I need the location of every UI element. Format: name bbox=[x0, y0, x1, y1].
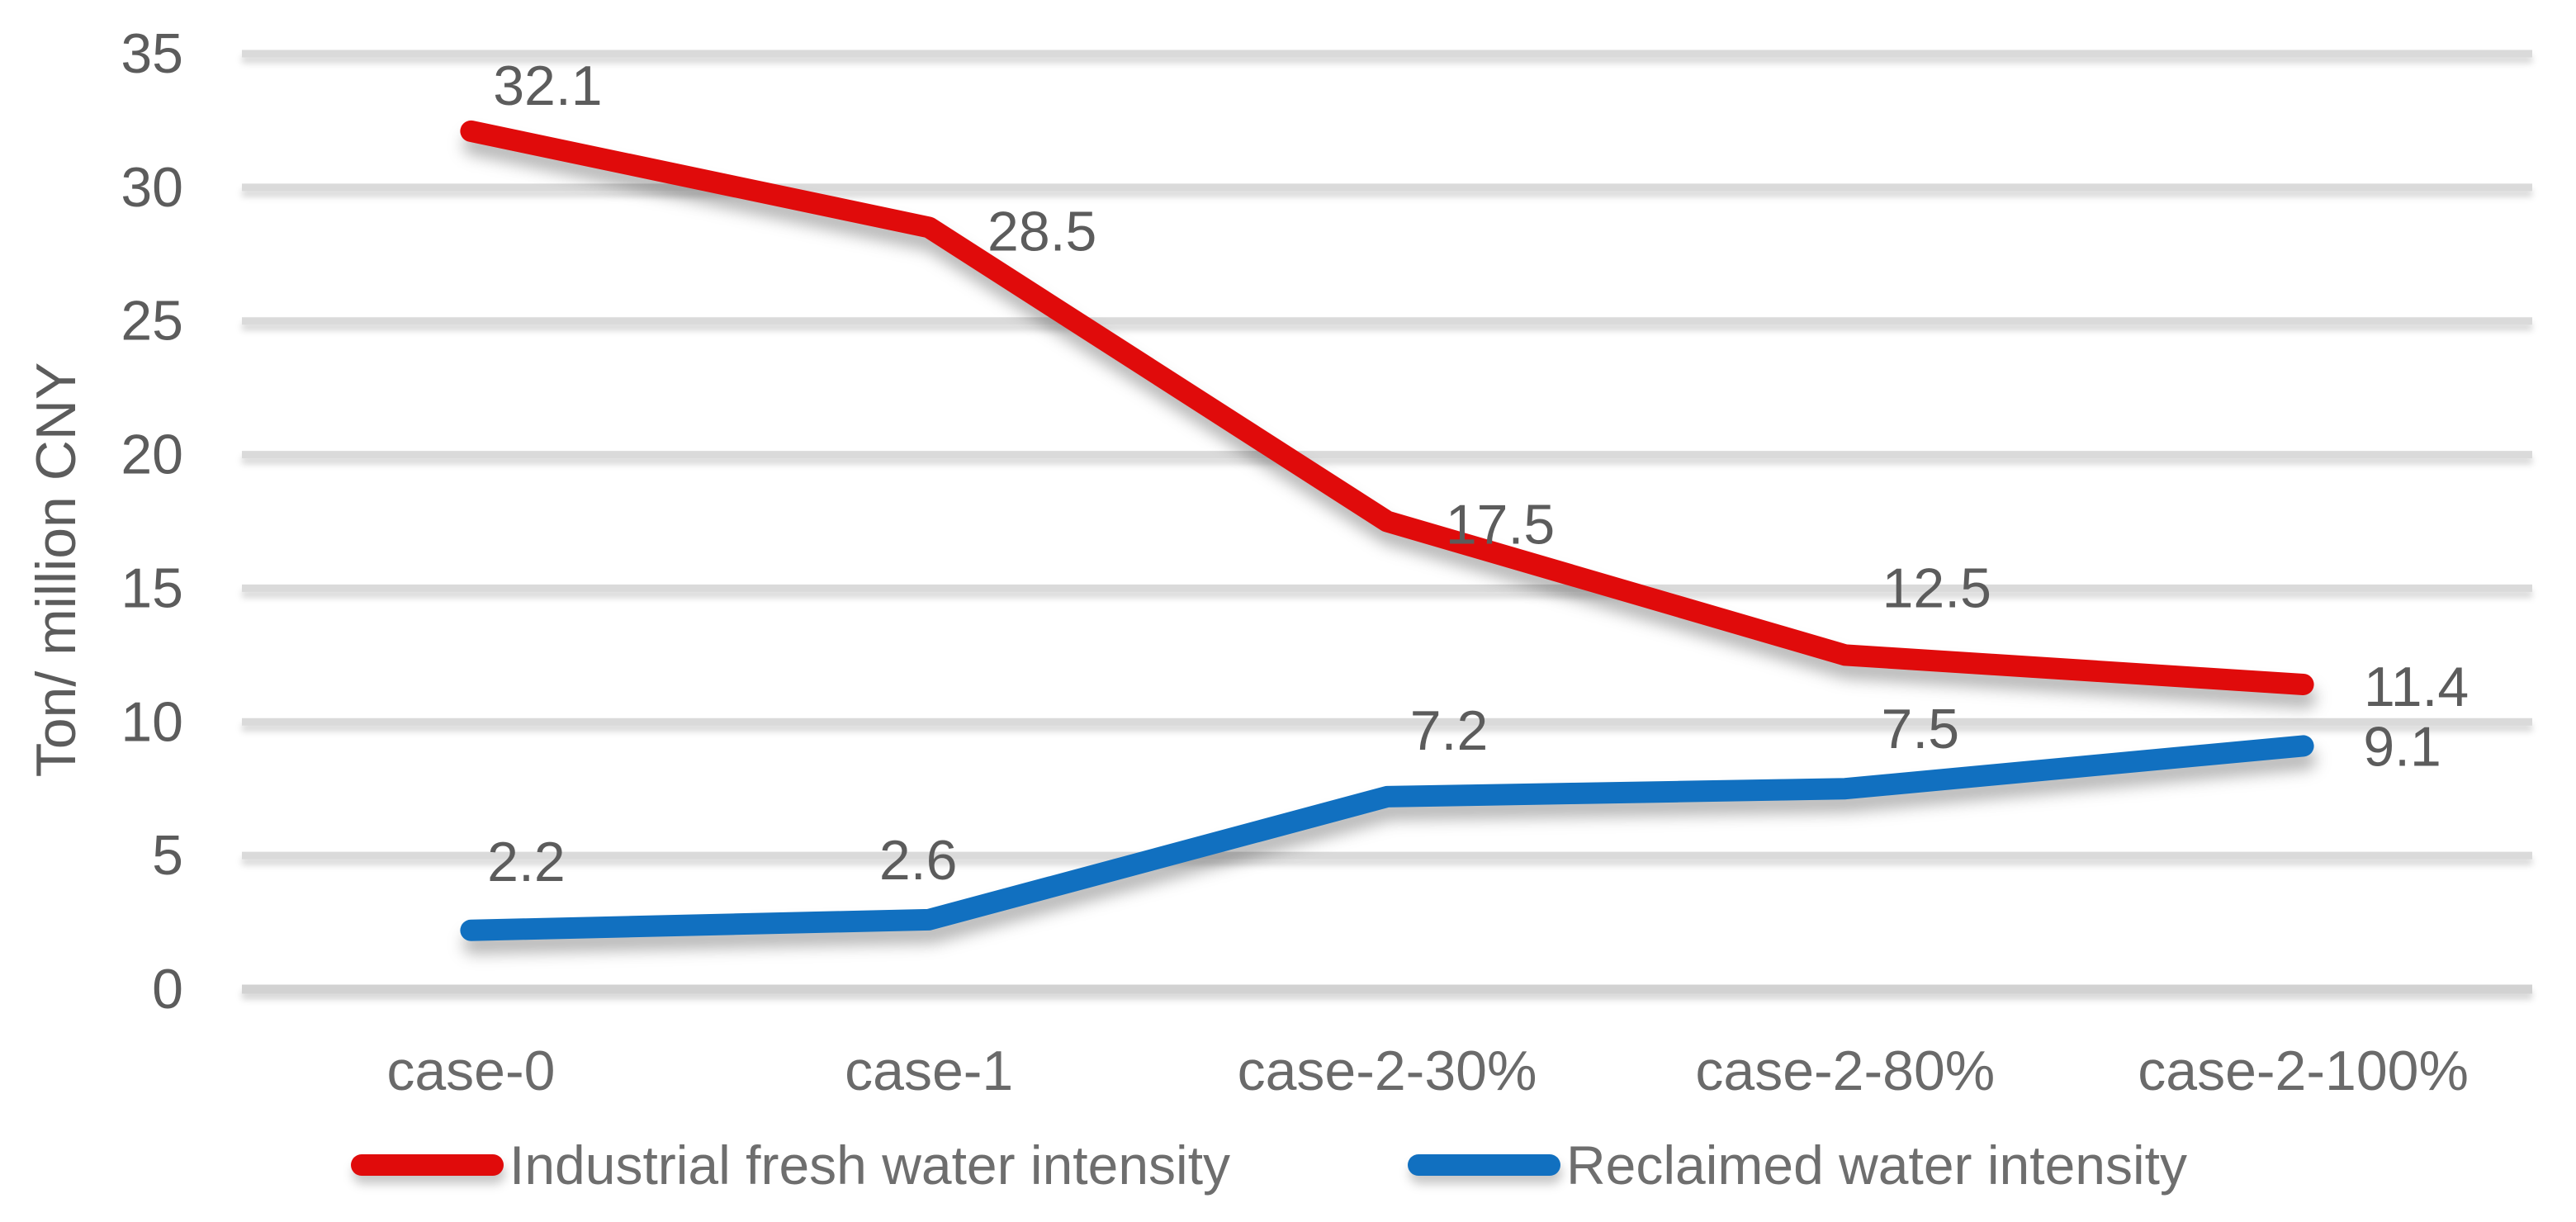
y-tick-label: 35 bbox=[121, 22, 183, 85]
x-category-label: case-2-100% bbox=[2138, 1040, 2469, 1102]
x-axis-category-labels: case-0 case-1 case-2-30% case-2-80% case-2-1… bbox=[386, 1040, 2469, 1102]
data-label: 9.1 bbox=[2363, 715, 2441, 778]
data-label: 17.5 bbox=[1446, 494, 1555, 557]
x-category-label: case-2-30% bbox=[1238, 1040, 1537, 1102]
x-category-label: case-0 bbox=[386, 1040, 555, 1102]
legend-item-reclaimed-water: Reclaimed water intensity bbox=[1408, 1134, 2187, 1196]
data-labels-industrial-fresh-water: 32.1 28.5 17.5 12.5 11.4 bbox=[493, 54, 2469, 718]
data-label: 2.6 bbox=[879, 829, 958, 892]
legend-label: Industrial fresh water intensity bbox=[509, 1134, 1230, 1196]
legend: Industrial fresh water intensity Reclaime… bbox=[351, 1134, 2187, 1196]
gridlines-group bbox=[242, 50, 2532, 994]
legend-label: Reclaimed water intensity bbox=[1566, 1134, 2187, 1196]
data-label: 11.4 bbox=[2364, 656, 2469, 718]
data-labels-reclaimed-water: 2.2 2.6 7.2 7.5 9.1 bbox=[487, 698, 2441, 893]
y-tick-label: 15 bbox=[121, 557, 183, 619]
series-line-reclaimed-water bbox=[460, 735, 2314, 941]
x-category-label: case-2-80% bbox=[1695, 1040, 1995, 1102]
x-category-label: case-1 bbox=[845, 1040, 1013, 1102]
y-axis-tick-labels: 0 5 10 15 20 25 30 35 bbox=[121, 22, 183, 1021]
data-label: 32.1 bbox=[493, 54, 602, 117]
y-tick-label: 25 bbox=[121, 290, 183, 353]
data-label: 28.5 bbox=[987, 200, 1096, 263]
data-label: 7.5 bbox=[1882, 698, 1960, 760]
series-line-industrial-fresh-water bbox=[460, 120, 2314, 695]
y-tick-label: 20 bbox=[121, 424, 183, 486]
y-tick-label: 30 bbox=[121, 156, 183, 219]
data-label: 7.2 bbox=[1410, 699, 1489, 762]
data-label: 2.2 bbox=[487, 831, 566, 893]
y-tick-label: 10 bbox=[121, 690, 183, 753]
y-tick-label: 5 bbox=[152, 824, 183, 887]
legend-item-industrial-fresh-water: Industrial fresh water intensity bbox=[351, 1134, 1230, 1196]
y-axis-title: Ton/ million CNY bbox=[25, 362, 88, 778]
y-tick-label: 0 bbox=[152, 958, 183, 1021]
data-label: 12.5 bbox=[1882, 557, 1991, 619]
